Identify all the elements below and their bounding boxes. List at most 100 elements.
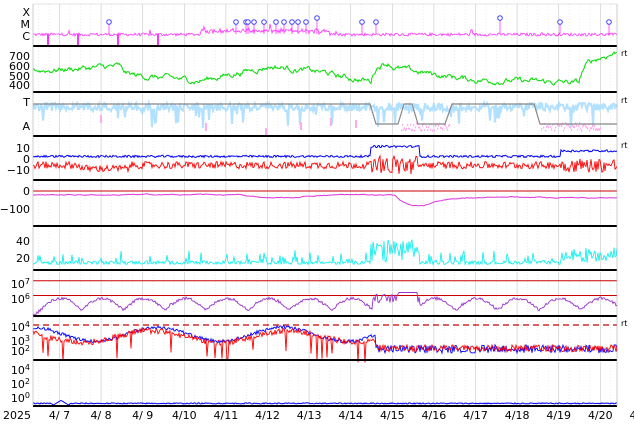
imf-away-point bbox=[565, 122, 567, 125]
y-tick-label: T bbox=[22, 96, 30, 109]
imf-away-point bbox=[412, 129, 414, 132]
y-tick-label: A bbox=[22, 120, 30, 133]
imf-away-point bbox=[589, 129, 591, 132]
flare-marker bbox=[261, 19, 267, 25]
imf-away-point bbox=[401, 129, 403, 132]
y-tick-label: 102 bbox=[11, 344, 30, 359]
panel-frames bbox=[32, 3, 618, 407]
imf-away-point bbox=[422, 124, 424, 127]
flare-marker bbox=[359, 19, 365, 25]
imf-away-point bbox=[355, 120, 357, 128]
y-tick-label: 40 bbox=[16, 235, 30, 248]
x-tick-label: 4/18 bbox=[505, 409, 530, 422]
x-tick-label: 4/ 9 bbox=[132, 409, 153, 422]
x-tick-label: 4/11 bbox=[214, 409, 239, 422]
flare-marker bbox=[245, 19, 251, 25]
imf-away-point bbox=[551, 128, 553, 131]
imf-away-point bbox=[600, 127, 602, 130]
imf-away-point bbox=[265, 128, 267, 136]
imf-away-point bbox=[561, 125, 563, 128]
x-tick-label: 4/ 7 bbox=[49, 409, 70, 422]
imf-away-point bbox=[578, 125, 580, 128]
right-marker: rt bbox=[621, 96, 627, 105]
dst-line bbox=[33, 193, 618, 207]
proton-red-line bbox=[32, 326, 618, 363]
y-tick-label: 500 bbox=[9, 70, 30, 83]
right-marker: rt bbox=[621, 49, 627, 58]
right-marker: rt bbox=[621, 141, 627, 150]
imf-away-point bbox=[568, 124, 570, 127]
flare-marker bbox=[606, 19, 612, 25]
imf-away-point bbox=[447, 128, 449, 131]
imf-away-point bbox=[548, 126, 550, 129]
imf-direction-line bbox=[32, 99, 618, 128]
imf-away-point bbox=[448, 124, 450, 127]
year-label: 2025 bbox=[3, 409, 31, 422]
y-tick-label: 102 bbox=[11, 377, 30, 392]
imf-away-point bbox=[434, 129, 436, 132]
imf-away-point bbox=[558, 123, 560, 126]
flare-marker bbox=[289, 19, 295, 25]
imf-away-point bbox=[432, 129, 434, 132]
flare-marker bbox=[303, 19, 309, 25]
flare-marker bbox=[373, 19, 379, 25]
imf-away-point bbox=[402, 123, 404, 126]
sector-mode-line bbox=[33, 103, 617, 125]
y-tick-label: 0 bbox=[23, 153, 30, 166]
bt-line bbox=[32, 144, 618, 159]
imf-away-point bbox=[575, 122, 577, 125]
y-tick-label: M bbox=[21, 18, 31, 31]
y-tick-label: 400 bbox=[9, 79, 30, 92]
imf-away-point bbox=[569, 125, 571, 128]
imf-away-point bbox=[413, 124, 415, 127]
imf-away-point bbox=[440, 126, 442, 129]
imf-away-point bbox=[404, 127, 406, 130]
flare-marker bbox=[106, 19, 112, 25]
flare-marker bbox=[497, 15, 503, 21]
imf-away-point bbox=[415, 126, 417, 129]
imf-away-point bbox=[403, 128, 405, 131]
x-tick-label: 4/14 bbox=[338, 409, 363, 422]
imf-away-point bbox=[405, 129, 407, 132]
imf-away-point bbox=[557, 124, 559, 127]
imf-away-point bbox=[427, 129, 429, 132]
imf-away-point bbox=[437, 127, 439, 130]
axis-labels: 4/ 7 4/ 8 4/ 9 4/10 4/11 4/12 4/13 4/14 4/15 4/16… bbox=[0, 6, 634, 422]
flare-marker bbox=[281, 19, 287, 25]
x-tick-label: 4/17 bbox=[463, 409, 488, 422]
imf-away-point bbox=[420, 128, 422, 131]
series-layer bbox=[32, 15, 618, 406]
imf-away-point bbox=[579, 122, 581, 125]
x-tick-label: 4/20 bbox=[588, 409, 613, 422]
imf-away-point bbox=[582, 125, 584, 128]
imf-away-point bbox=[428, 126, 430, 129]
imf-away-point bbox=[449, 123, 451, 126]
imf-away-point bbox=[583, 124, 585, 127]
y-tick-label: 10 bbox=[16, 142, 30, 155]
y-tick-label: 104 bbox=[11, 363, 30, 378]
flare-marker bbox=[251, 19, 257, 25]
imf-away-point bbox=[435, 124, 437, 127]
imf-away-point bbox=[590, 127, 592, 130]
imf-away-point bbox=[300, 122, 302, 130]
imf-away-point bbox=[593, 128, 595, 131]
imf-away-point bbox=[414, 129, 416, 132]
imf-away-point bbox=[426, 126, 428, 129]
low-flux-line bbox=[32, 399, 618, 406]
imf-away-point bbox=[572, 124, 574, 127]
imf-away-point bbox=[585, 125, 587, 128]
imf-away-point bbox=[563, 129, 565, 132]
imf-away-point bbox=[591, 127, 593, 130]
x-tick-label: 4/16 bbox=[422, 409, 447, 422]
imf-away-point bbox=[573, 125, 575, 128]
imf-away-point bbox=[407, 124, 409, 127]
y-tick-label: 100 bbox=[11, 391, 30, 406]
y-tick-label: 20 bbox=[16, 252, 30, 265]
x-tick-label: 4/ 8 bbox=[90, 409, 111, 422]
y-tick-label: C bbox=[22, 30, 30, 43]
y-tick-label: X bbox=[22, 6, 30, 19]
imf-away-point bbox=[444, 124, 446, 127]
imf-away-point bbox=[446, 126, 448, 129]
y-tick-label: 600 bbox=[9, 60, 30, 73]
right-marker: rt bbox=[621, 319, 627, 328]
